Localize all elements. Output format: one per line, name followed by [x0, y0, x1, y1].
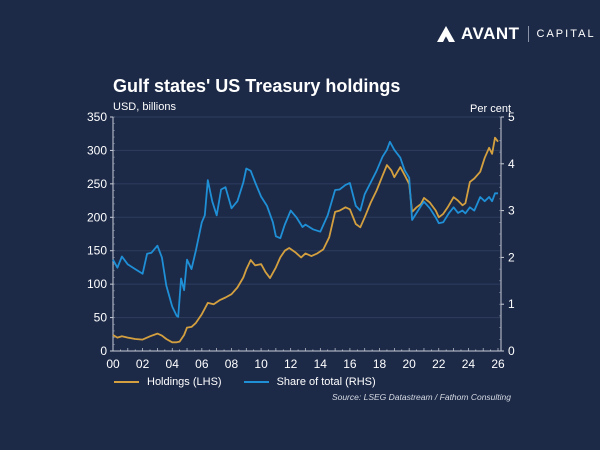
legend-swatch-holdings — [114, 381, 139, 383]
x-tick-label: 22 — [432, 357, 446, 371]
chart-title: Gulf states' US Treasury holdings — [113, 76, 401, 96]
brand-subtitle: CAPITAL — [536, 28, 596, 40]
y2-tick-label: 5 — [508, 110, 515, 124]
right-axis-label: Per cent — [470, 103, 511, 115]
y2-tick-label: 1 — [508, 297, 515, 311]
brand-name: AVANT — [461, 24, 520, 43]
x-tick-label: 18 — [373, 357, 387, 371]
legend-item-holdings: Holdings (LHS) — [114, 376, 222, 388]
y-tick-label: 50 — [94, 311, 108, 325]
legend: Holdings (LHS) Share of total (RHS) — [114, 376, 398, 388]
holdings-line — [112, 136, 499, 344]
x-tick-label: 06 — [195, 357, 209, 371]
legend-swatch-share — [243, 381, 269, 383]
x-tick-label: 26 — [491, 357, 505, 371]
x-tick-label: 08 — [225, 357, 239, 371]
y2-tick-label: 3 — [508, 204, 515, 218]
y-tick-label: 100 — [87, 277, 107, 291]
legend-item-share: Share of total (RHS) — [243, 376, 376, 388]
brand-logo: AVANT CAPITAL — [437, 24, 596, 44]
x-tick-label: 00 — [106, 357, 120, 371]
x-tick-label: 02 — [136, 357, 150, 371]
x-tick-label: 20 — [402, 357, 416, 371]
y-tick-label: 200 — [87, 210, 107, 224]
source-note: Source: LSEG Datastream / Fathom Consult… — [331, 392, 511, 402]
x-tick-label: 12 — [284, 357, 298, 371]
share-of-total-line — [112, 140, 498, 318]
x-tick-label: 10 — [254, 357, 268, 371]
y2-tick-label: 4 — [508, 157, 515, 171]
x-tick-label: 14 — [314, 357, 328, 371]
y2-tick-label: 2 — [508, 250, 515, 264]
legend-label-holdings: Holdings (LHS) — [147, 376, 222, 388]
y-tick-label: 350 — [87, 110, 107, 124]
y-tick-label: 150 — [87, 244, 107, 258]
brand-divider — [527, 26, 529, 42]
x-tick-label: 24 — [462, 357, 476, 371]
x-tick-label: 16 — [343, 357, 357, 371]
avant-logo-icon — [437, 26, 455, 42]
x-tick-label: 04 — [166, 357, 180, 371]
y2-tick-label: 0 — [508, 344, 515, 358]
left-axis-label: USD, billions — [113, 101, 176, 113]
y-tick-label: 250 — [87, 177, 107, 191]
y-tick-label: 300 — [87, 143, 107, 157]
legend-label-share: Share of total (RHS) — [276, 376, 376, 388]
y-tick-label: 0 — [100, 344, 107, 358]
